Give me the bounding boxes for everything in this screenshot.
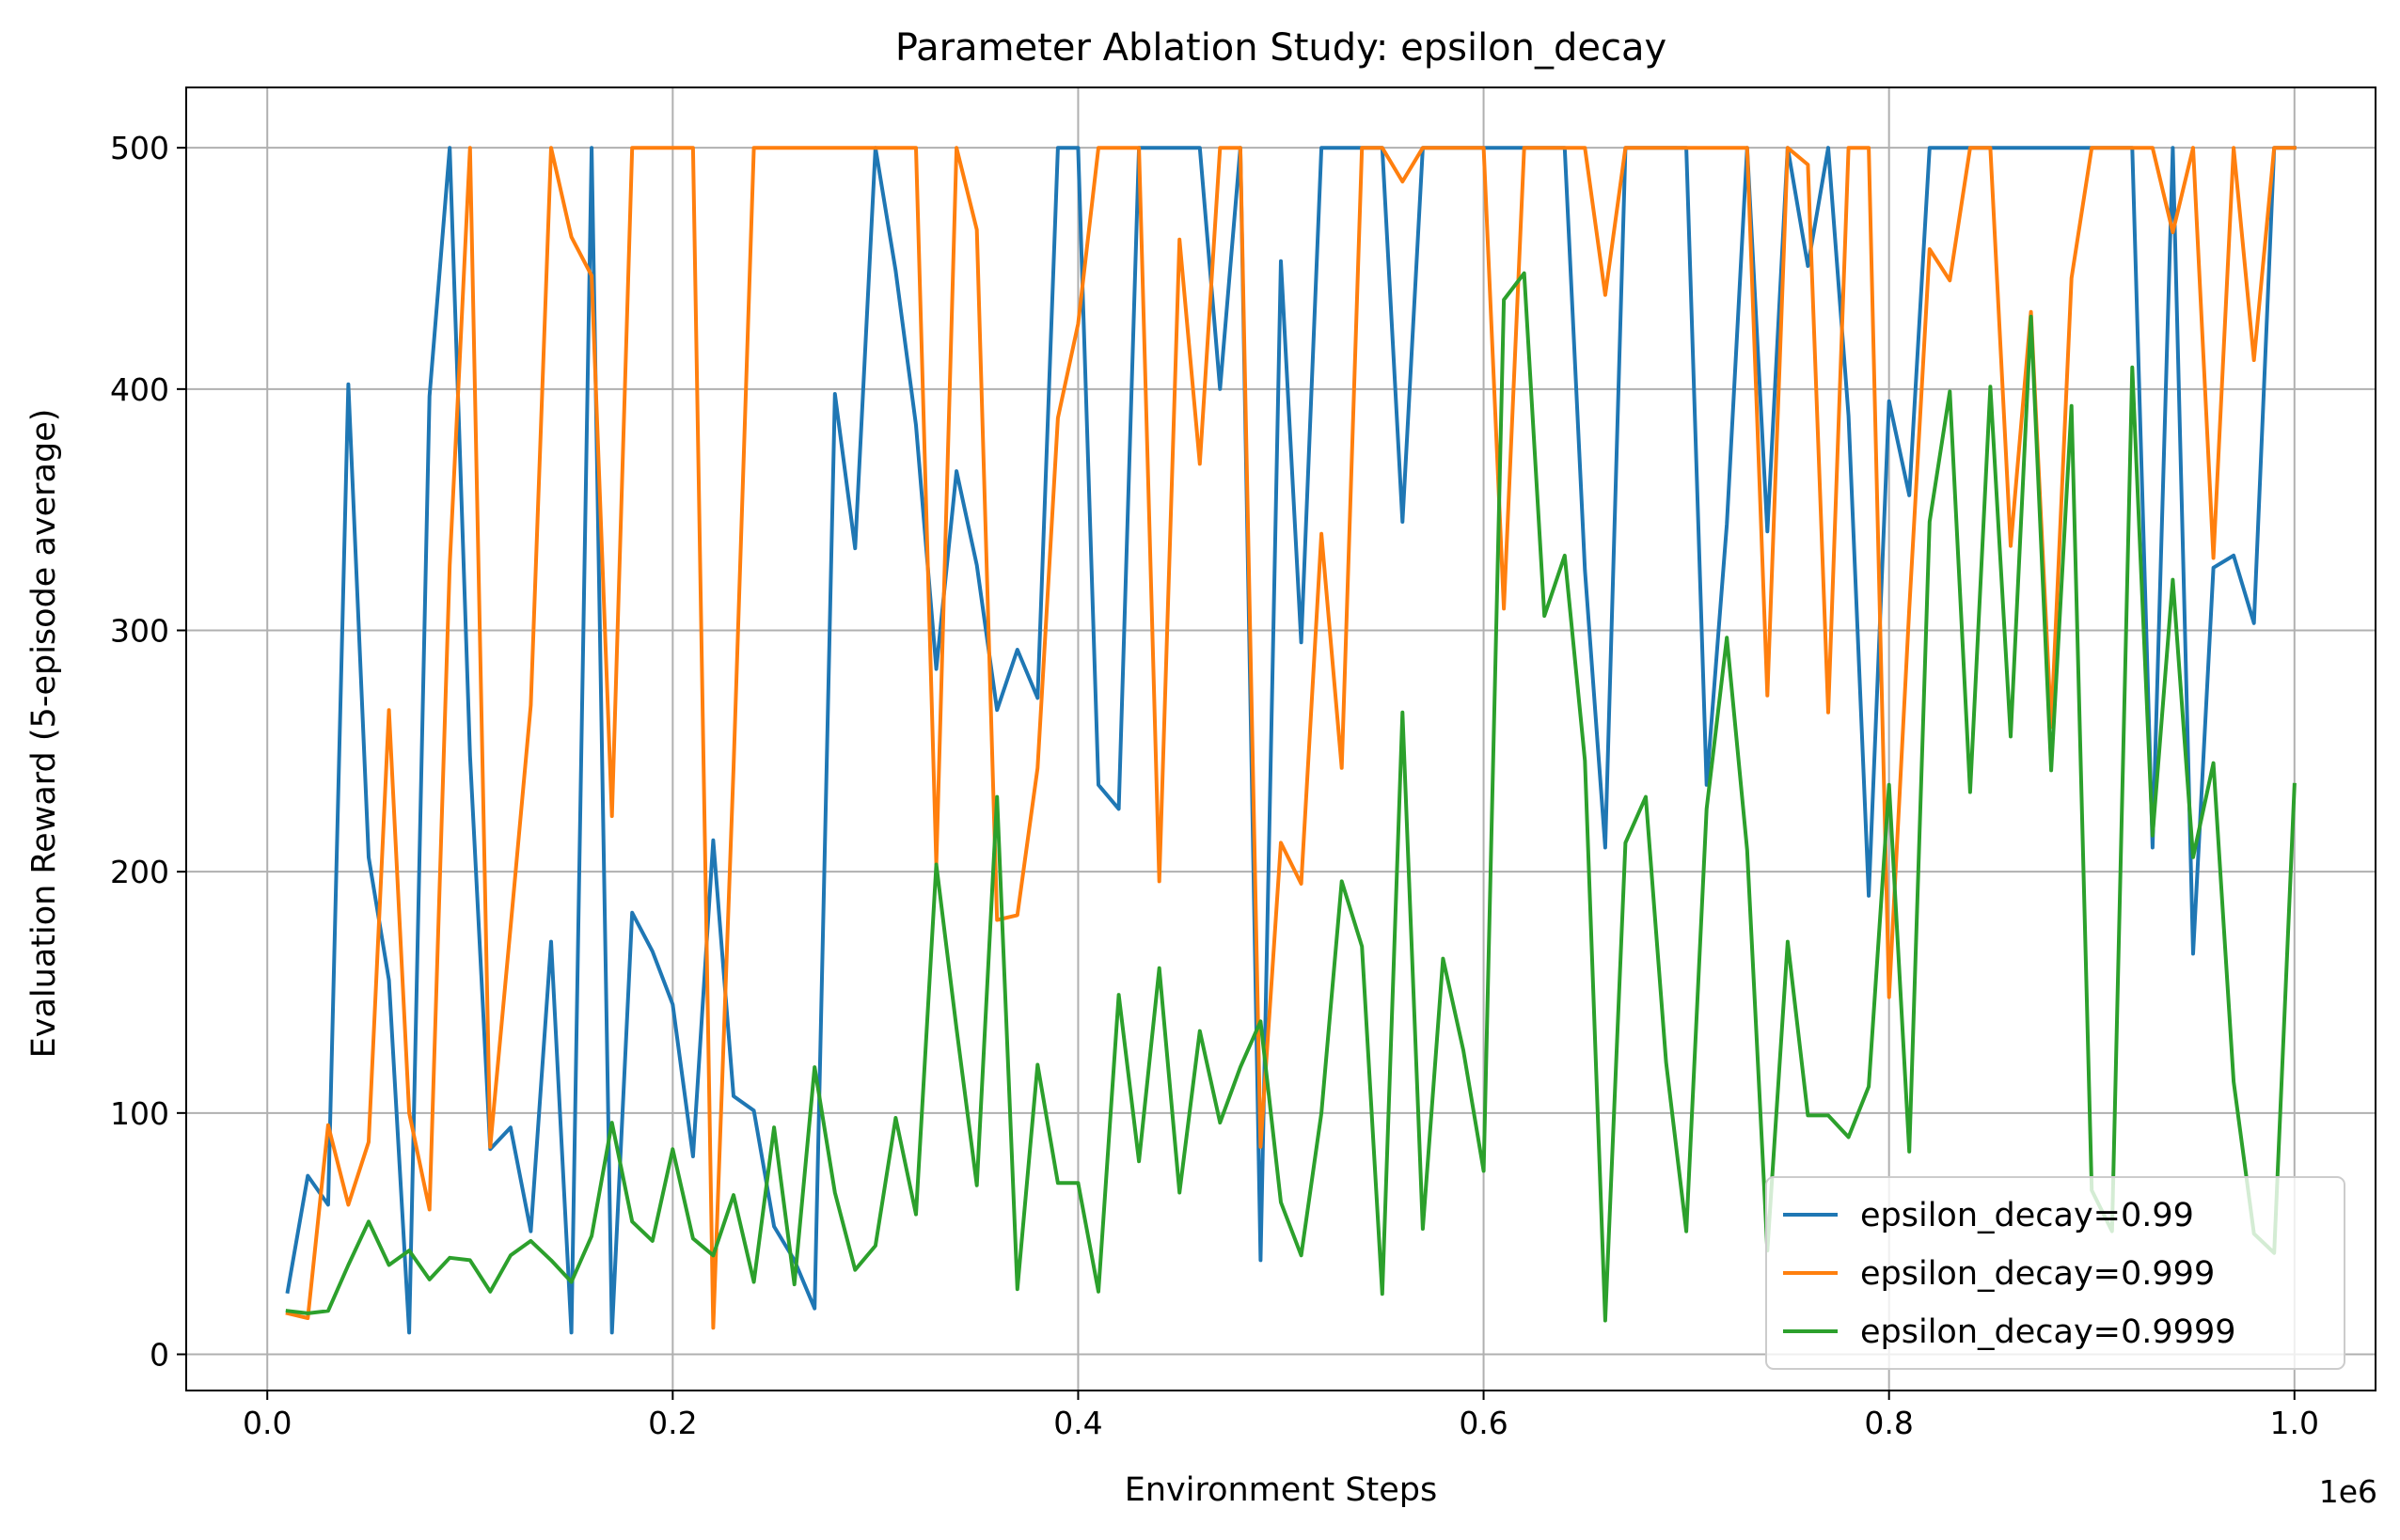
series-line-1 — [285, 146, 2297, 1335]
legend-label: epsilon_decay=0.999 — [1860, 1255, 2215, 1293]
series-lines — [285, 146, 2297, 1335]
x-tick-label: 1.0 — [2270, 1405, 2319, 1441]
x-axis-multiplier: 1e6 — [2319, 1473, 2377, 1510]
y-tick-label: 200 — [110, 854, 169, 890]
legend-label: epsilon_decay=0.9999 — [1860, 1313, 2235, 1351]
series-line-3 — [285, 271, 2297, 1323]
y-axis-label: Evaluation Reward (5-episode average) — [25, 409, 63, 1059]
plot-frame — [185, 86, 2376, 1391]
y-tick-label: 0 — [150, 1337, 169, 1374]
x-axis-label: Environment Steps — [1125, 1471, 1438, 1509]
series-line-2 — [285, 146, 2297, 1330]
y-tick-label: 500 — [110, 130, 169, 166]
chart-title: Parameter Ablation Study: epsilon_decay — [895, 26, 1666, 70]
x-tick-label: 0.6 — [1459, 1405, 1508, 1441]
x-tick-label: 0.8 — [1864, 1405, 1913, 1441]
x-tick-label: 0.2 — [648, 1405, 697, 1441]
y-tick-label: 100 — [110, 1095, 169, 1132]
legend-box — [1765, 1176, 2345, 1370]
axis-ticks: 0.0 0.2 0.4 0.6 0.8 1.0 0 100 200 300 400 500 — [110, 130, 2319, 1441]
x-tick-label: 0.4 — [1053, 1405, 1102, 1441]
legend-label: epsilon_decay=0.99 — [1860, 1197, 2194, 1234]
y-tick-label: 300 — [110, 613, 169, 650]
x-tick-label: 0.0 — [243, 1405, 292, 1441]
legend: epsilon_decay=0.99 epsilon_decay=0.999eps… — [1765, 1176, 2345, 1370]
y-tick-label: 400 — [110, 371, 169, 408]
